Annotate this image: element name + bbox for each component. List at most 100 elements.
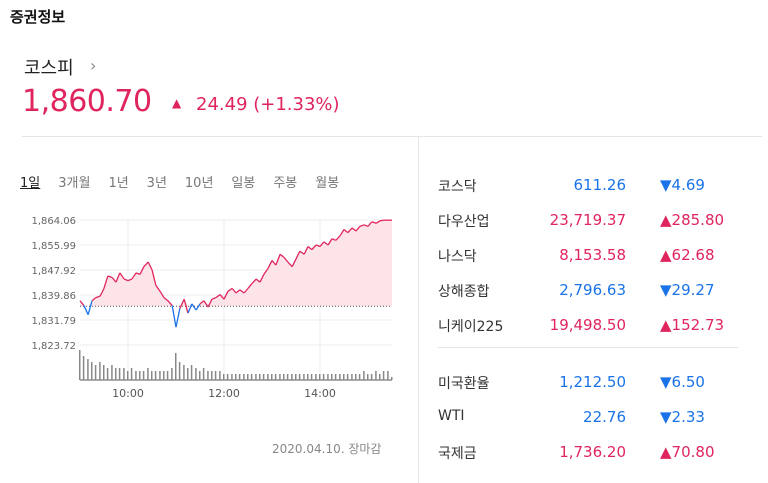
price-line-segment bbox=[219, 294, 225, 300]
index-name-link[interactable]: 코스피 bbox=[24, 58, 74, 79]
volume-bar bbox=[211, 371, 213, 380]
market-value: 19,498.50 bbox=[549, 316, 626, 334]
up-arrow-icon: ▲ bbox=[660, 316, 672, 334]
price-line-segment bbox=[235, 289, 241, 294]
price-line-segment bbox=[179, 298, 185, 309]
index-value: 1,860.70 bbox=[22, 84, 152, 119]
volume-bar bbox=[115, 368, 117, 380]
divider bbox=[22, 136, 762, 137]
y-tick-label: 1,847.92 bbox=[31, 266, 76, 277]
volume-bar bbox=[91, 362, 93, 380]
fx-change: ▼2.33 bbox=[660, 408, 705, 426]
volume-bar bbox=[355, 374, 357, 380]
price-line-segment bbox=[143, 261, 149, 268]
down-arrow-icon: ▼ bbox=[660, 408, 672, 426]
price-line-segment bbox=[155, 284, 161, 292]
x-tick-label: 10:00 bbox=[112, 387, 144, 400]
market-value: 23,719.37 bbox=[549, 211, 626, 229]
volume-bar bbox=[387, 371, 389, 380]
market-change-value: 152.73 bbox=[671, 316, 725, 334]
price-line-segment bbox=[207, 298, 213, 308]
price-line-segment bbox=[107, 275, 113, 279]
price-line-segment bbox=[227, 287, 233, 292]
price-line-segment bbox=[187, 303, 193, 314]
volume-bar bbox=[255, 374, 257, 380]
market-row[interactable]: 나스닥 8,153.58 ▲62.68 bbox=[438, 238, 738, 273]
market-row[interactable]: 코스닥 611.26 ▼4.69 bbox=[438, 168, 738, 203]
market-row[interactable]: 상해종합 2,796.63 ▼29.27 bbox=[438, 273, 738, 308]
volume-bar bbox=[163, 371, 165, 380]
price-line-segment bbox=[119, 272, 125, 280]
market-value: 8,153.58 bbox=[559, 246, 626, 264]
price-line-segment bbox=[263, 267, 269, 275]
price-line-segment bbox=[311, 244, 317, 251]
price-line-segment bbox=[351, 227, 357, 232]
price-line-segment bbox=[275, 254, 281, 266]
y-tick-label: 1,855.99 bbox=[31, 241, 76, 252]
x-tick-label: 12:00 bbox=[208, 387, 240, 400]
volume-bar bbox=[199, 371, 201, 380]
volume-bar bbox=[298, 374, 301, 380]
volume-bar bbox=[250, 374, 253, 380]
volume-bar bbox=[142, 371, 145, 380]
market-row[interactable]: 다우산업 23,719.37 ▲285.80 bbox=[438, 203, 738, 238]
price-line-segment bbox=[123, 278, 129, 282]
price-line-segment bbox=[335, 235, 341, 241]
price-line-segment bbox=[211, 297, 217, 300]
volume-bar bbox=[202, 368, 205, 380]
price-line-segment bbox=[287, 261, 293, 268]
price-line-segment bbox=[203, 300, 209, 308]
fx-change-value: 70.80 bbox=[671, 443, 715, 461]
fx-change: ▼6.50 bbox=[660, 373, 705, 391]
tab-1y[interactable]: 1년 bbox=[108, 176, 129, 191]
price-line-segment bbox=[135, 272, 141, 276]
volume-bar bbox=[111, 365, 113, 380]
volume-bar bbox=[127, 371, 129, 380]
volume-bar bbox=[279, 374, 281, 380]
fx-table: 미국환율 1,212.50 ▼6.50 WTI 22.76 ▼2.33 국제금 … bbox=[438, 365, 738, 470]
price-line-segment bbox=[151, 269, 157, 286]
volume-bar bbox=[315, 374, 317, 380]
fx-row[interactable]: 미국환율 1,212.50 ▼6.50 bbox=[438, 365, 738, 400]
price-line-segment bbox=[299, 250, 305, 255]
market-table: 코스닥 611.26 ▼4.69 다우산업 23,719.37 ▲285.80 … bbox=[438, 168, 738, 343]
volume-bar bbox=[226, 374, 229, 380]
volume-bar bbox=[247, 374, 249, 380]
volume-bar bbox=[171, 368, 173, 380]
tab-3m[interactable]: 3개월 bbox=[58, 176, 91, 191]
tab-daily[interactable]: 일봉 bbox=[231, 176, 256, 191]
price-line-segment bbox=[303, 246, 309, 255]
fx-name: WTI bbox=[438, 408, 465, 424]
tab-1d[interactable]: 1일 bbox=[20, 176, 41, 191]
volume-bar bbox=[303, 374, 305, 380]
volume-bar bbox=[154, 371, 157, 380]
market-change: ▼29.27 bbox=[660, 281, 715, 299]
price-line-segment bbox=[115, 272, 121, 283]
fx-row[interactable]: WTI 22.76 ▼2.33 bbox=[438, 400, 738, 435]
price-line-segment bbox=[199, 300, 205, 305]
volume-bar bbox=[370, 374, 373, 380]
market-row[interactable]: 니케이225 19,498.50 ▲152.73 bbox=[438, 308, 738, 343]
index-change: 24.49 (+1.33%) bbox=[196, 94, 340, 115]
chevron-right-icon[interactable]: › bbox=[90, 56, 97, 75]
tab-weekly[interactable]: 주봉 bbox=[273, 176, 298, 191]
price-line-segment bbox=[259, 274, 265, 283]
volume-bar bbox=[271, 374, 273, 380]
volume-bar bbox=[147, 368, 149, 380]
volume-bar bbox=[351, 374, 353, 380]
price-line-segment bbox=[79, 300, 85, 306]
price-line-segment bbox=[239, 289, 245, 294]
volume-bar bbox=[382, 371, 385, 380]
volume-bar bbox=[130, 368, 133, 380]
up-arrow-icon: ▲ bbox=[660, 443, 672, 461]
fx-name: 미국환율 bbox=[438, 376, 490, 392]
market-name: 니케이225 bbox=[438, 319, 504, 335]
market-name: 코스닥 bbox=[438, 179, 477, 195]
tab-10y[interactable]: 10년 bbox=[184, 176, 214, 191]
volume-bar bbox=[243, 374, 245, 380]
volume-bar bbox=[339, 374, 341, 380]
tab-3y[interactable]: 3년 bbox=[146, 176, 167, 191]
fx-row[interactable]: 국제금 1,736.20 ▲70.80 bbox=[438, 435, 738, 470]
tab-monthly[interactable]: 월봉 bbox=[315, 176, 340, 191]
price-line-segment bbox=[147, 261, 153, 271]
